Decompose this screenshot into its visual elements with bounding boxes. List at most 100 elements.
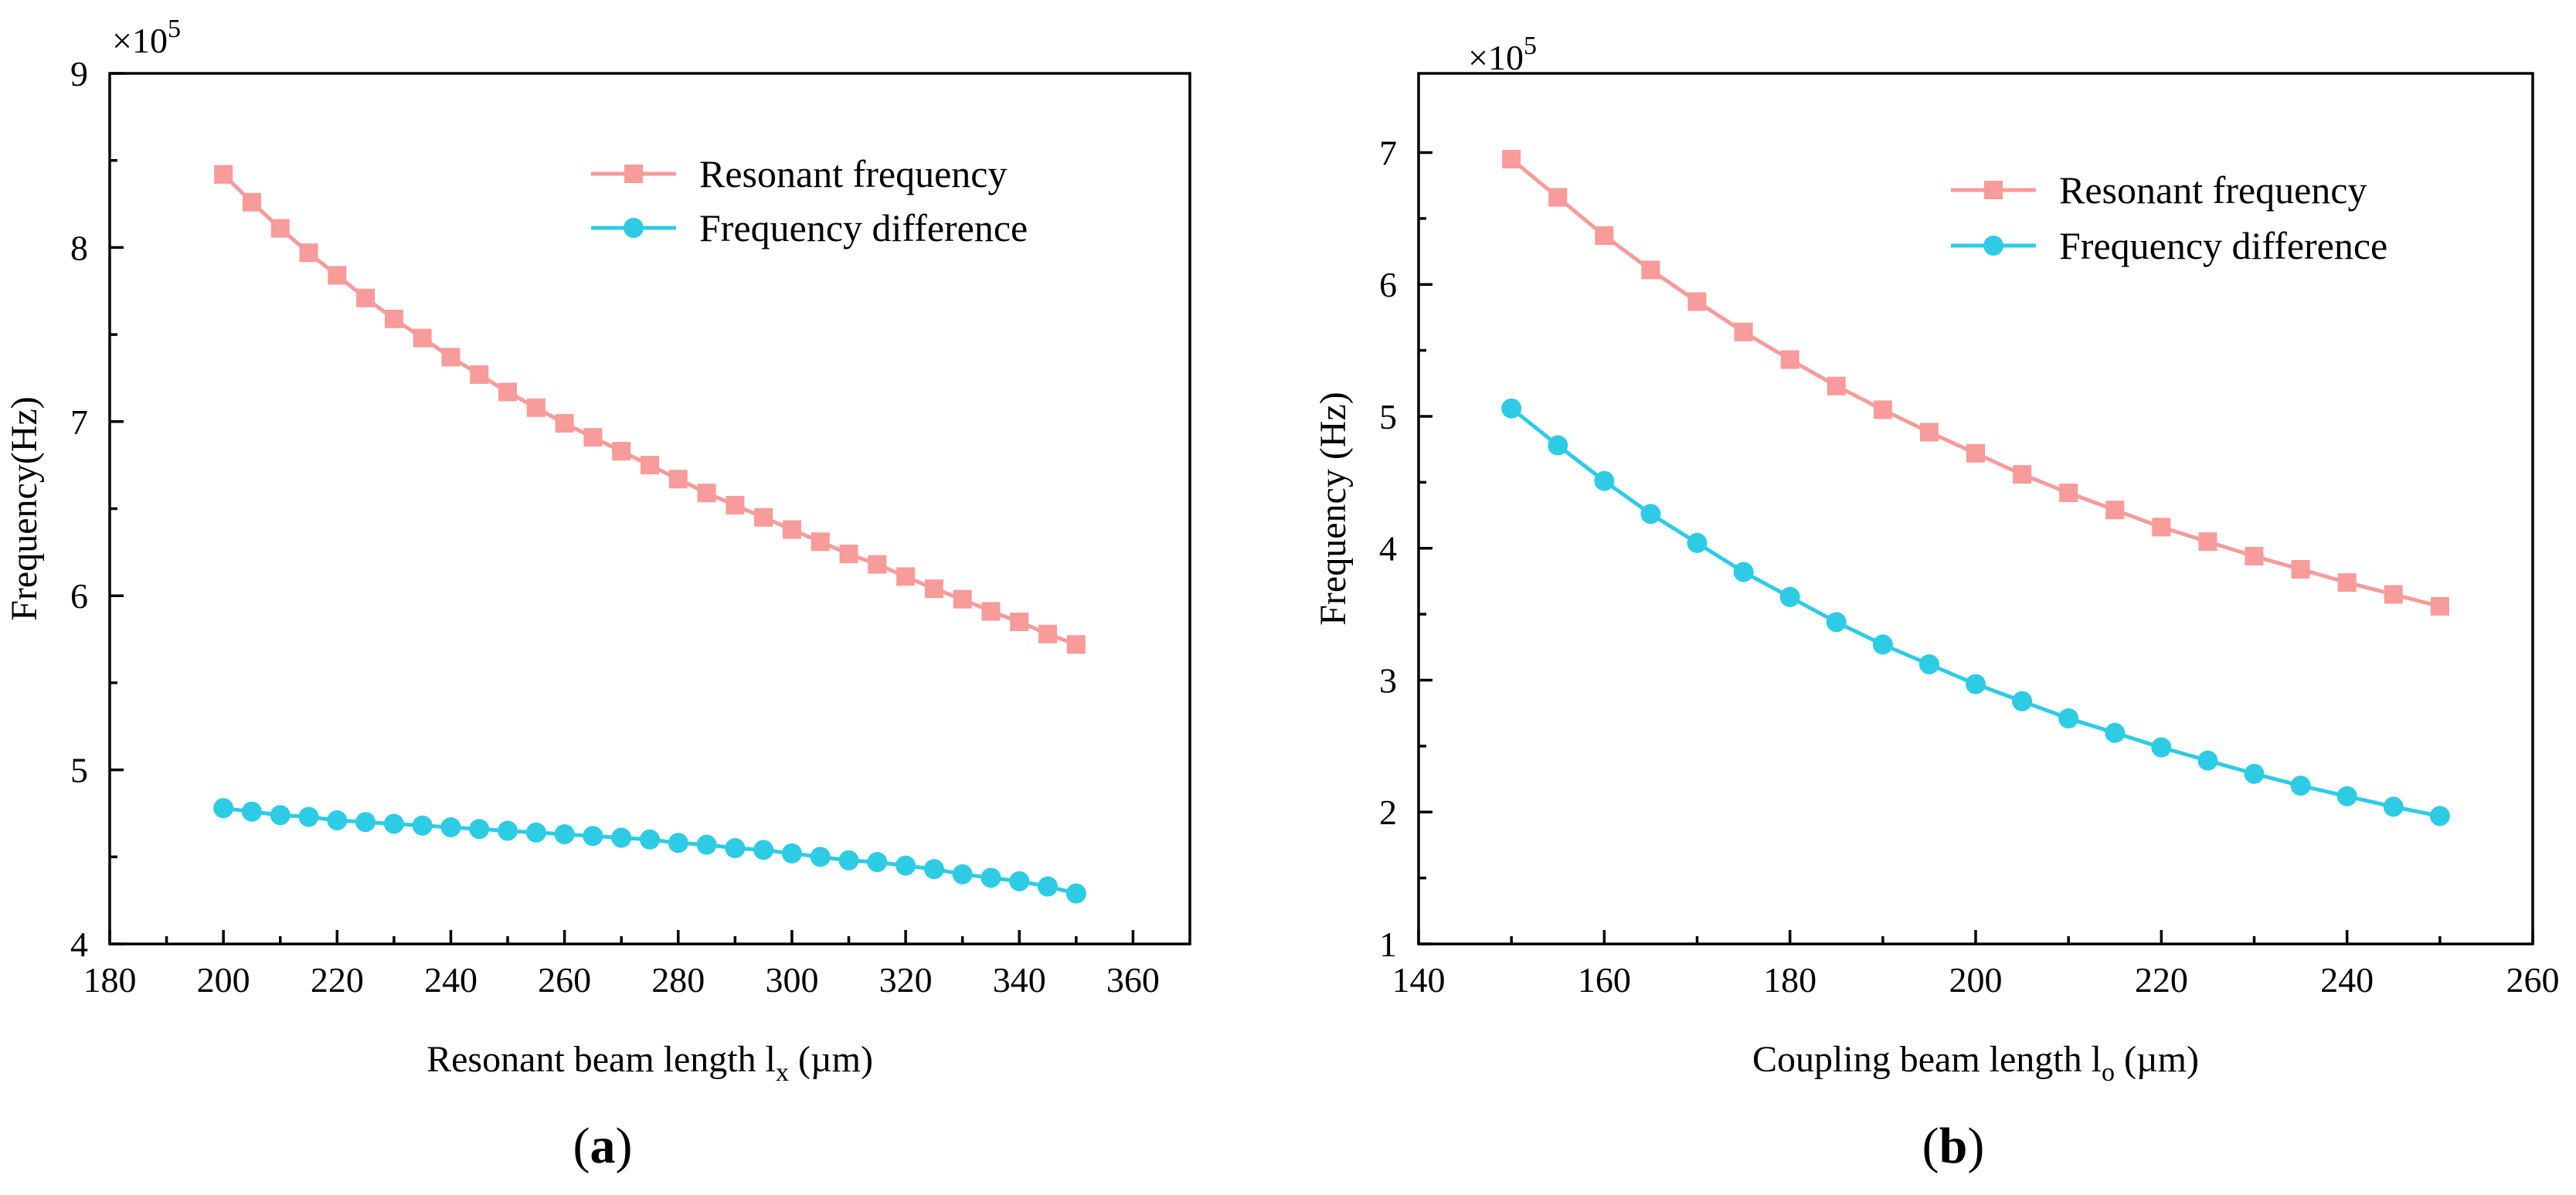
panel-a-x-tick-label: 180 bbox=[83, 960, 137, 1000]
panel-a-y-tick-label: 5 bbox=[70, 751, 88, 790]
panel-a-series-resonant-frequency-point bbox=[555, 414, 574, 433]
panel-b-series-frequency-difference-point bbox=[2105, 722, 2126, 743]
panel-a-series-resonant-frequency-point bbox=[868, 555, 887, 574]
panel-b-panel-label-open: ( bbox=[1922, 1118, 1939, 1174]
panel-b-x-axis-label: Coupling beam length lo (µm) bbox=[1752, 1039, 2199, 1087]
panel-b-x-tick-label: 160 bbox=[1578, 960, 1631, 1000]
panel-b-legend-label: Resonant frequency bbox=[2059, 168, 2367, 212]
panel-a-series-resonant-frequency-point bbox=[583, 428, 603, 447]
panel-a-series-resonant-frequency bbox=[214, 165, 1086, 654]
panel-b-legend-square-marker bbox=[1984, 181, 2003, 199]
panel-a-series-resonant-frequency-point bbox=[641, 456, 659, 475]
panel-b-series-resonant-frequency bbox=[1502, 149, 2449, 616]
panel-b-series-frequency-difference-line bbox=[1510, 406, 2441, 818]
panel-a-series-frequency-difference-point bbox=[298, 806, 319, 827]
panel-a-series-frequency-difference-point bbox=[725, 838, 746, 859]
panel-a-series-resonant-frequency-point bbox=[470, 365, 489, 384]
panel-a-series-frequency-difference-point bbox=[498, 820, 518, 841]
panel-b-series-resonant-frequency-point bbox=[2337, 573, 2357, 592]
panel-b-series-frequency-difference-point bbox=[2197, 750, 2218, 771]
panel-a-x-tick-label: 260 bbox=[538, 960, 591, 1000]
panel-a-x-axis-label: Resonant beam length lx (µm) bbox=[427, 1039, 873, 1087]
panel-a-series-resonant-frequency-point bbox=[242, 192, 261, 212]
panel-a-panel-label-letter: a bbox=[590, 1118, 616, 1174]
panel-a-series-resonant-frequency-point bbox=[839, 545, 858, 564]
panel-b-series-frequency-difference-point bbox=[1966, 674, 1986, 694]
panel-a-series-resonant-frequency-point bbox=[896, 567, 916, 586]
panel-a-x-tick-label: 320 bbox=[879, 960, 933, 1000]
panel-b-x-tick-label: 260 bbox=[2506, 960, 2560, 1000]
panel-b-x-axis-label-subscript: o bbox=[2102, 1058, 2115, 1087]
panel-a-y-tick-label: 9 bbox=[70, 54, 88, 93]
panel-a-series-frequency-difference-point bbox=[810, 847, 831, 867]
panel-a-series-resonant-frequency-point bbox=[924, 579, 943, 599]
panel-b-series-frequency-difference-point bbox=[1501, 398, 1522, 419]
panel-b-panel-label-close: ) bbox=[1967, 1118, 1984, 1174]
panel-a-y-multiplier-exponent: 5 bbox=[168, 15, 181, 43]
panel-b-y-tick-label: 1 bbox=[1379, 925, 1397, 964]
panel-a-series-frequency-difference-point bbox=[554, 823, 575, 844]
panel-a-x-tick-label: 360 bbox=[1106, 960, 1160, 1000]
panel-b-x-tick-label: 180 bbox=[1763, 960, 1816, 1000]
panel-b-x-axis-label-main: Coupling beam length l bbox=[1752, 1039, 2102, 1080]
panel-a-series-frequency-difference-point bbox=[640, 829, 660, 850]
panel-a-series-frequency-difference-point bbox=[895, 855, 916, 876]
panel-b-series-resonant-frequency-point bbox=[1548, 188, 1568, 207]
panel-b-y-tick-label: 5 bbox=[1379, 397, 1397, 436]
panel-b-series-resonant-frequency-point bbox=[2384, 585, 2403, 604]
panel-b-series-frequency-difference-point bbox=[2012, 691, 2033, 711]
panel-a-x-tick-label: 340 bbox=[993, 960, 1046, 1000]
panel-b-series-resonant-frequency-point bbox=[2198, 532, 2217, 552]
panel-a-series-resonant-frequency-point bbox=[811, 532, 830, 552]
panel-b-y-multiplier-exponent: 5 bbox=[1524, 32, 1537, 60]
panel-b-series-resonant-frequency-point bbox=[1595, 226, 1614, 246]
panel-a-series-resonant-frequency-point bbox=[498, 382, 518, 402]
panel-b-series-resonant-frequency-point bbox=[2152, 518, 2171, 537]
panel-a-series-frequency-difference-point bbox=[440, 816, 461, 837]
panel-b-series-frequency-difference-point bbox=[1733, 562, 1754, 582]
panel-b-series-frequency-difference-point bbox=[1872, 634, 1893, 655]
panel-b-series-frequency-difference-point bbox=[2336, 786, 2357, 806]
panel-b-y-multiplier: ×105 bbox=[1468, 32, 1537, 77]
panel-b-y-tick-label: 7 bbox=[1379, 133, 1397, 172]
panel-a-series-frequency-difference-point bbox=[1009, 871, 1030, 891]
panel-b-series-frequency-difference-point bbox=[1687, 532, 1708, 553]
panel-b-x-tick-label: 140 bbox=[1392, 960, 1446, 1000]
panel-b-series-resonant-frequency-point bbox=[1966, 443, 1985, 463]
panel-b-series-resonant-frequency-point bbox=[2430, 596, 2449, 616]
panel-a-series-frequency-difference-point bbox=[952, 864, 973, 884]
panel-a-series-frequency-difference-point bbox=[753, 840, 774, 861]
panel-a-series-frequency-difference-point bbox=[1038, 876, 1059, 897]
panel-a-series-frequency-difference-point bbox=[241, 801, 262, 822]
panel-b-legend-circle-marker bbox=[1983, 236, 2003, 256]
panel-b-x-axis-label-unit: (µm) bbox=[2115, 1039, 2199, 1080]
panel-a-series-resonant-frequency-point bbox=[299, 243, 318, 263]
panel-a-series-frequency-difference-point bbox=[327, 810, 348, 830]
panel-b-y-tick-label: 3 bbox=[1379, 660, 1397, 700]
panel-a-legend-circle-marker bbox=[624, 218, 644, 238]
panel-b-legend-entry: Resonant frequency bbox=[1951, 168, 2367, 212]
panel-b-series-resonant-frequency-point bbox=[1641, 260, 1660, 280]
panel-a-legend-label: Frequency difference bbox=[699, 206, 1028, 250]
panel-a-series-resonant-frequency-point bbox=[384, 309, 403, 328]
panel-a-series-resonant-frequency-point bbox=[953, 589, 972, 609]
panel-b-series-frequency-difference-point bbox=[1548, 435, 1568, 456]
panel-b-series-frequency-difference-point bbox=[1779, 586, 1800, 607]
panel-a-series-frequency-difference-point bbox=[213, 798, 234, 819]
panel-a-panel-label: (a) bbox=[573, 1118, 633, 1174]
panel-a-x-tick-label: 240 bbox=[424, 960, 477, 1000]
panel-b-series-frequency-difference-point bbox=[2058, 708, 2079, 729]
panel-a-x-tick-label: 280 bbox=[651, 960, 705, 1000]
panel-b-series-resonant-frequency-point bbox=[1687, 292, 1707, 311]
panel-b-series-frequency-difference-point bbox=[2151, 737, 2172, 758]
panel-a-x-tick-label: 200 bbox=[197, 960, 250, 1000]
panel-a-series-resonant-frequency-point bbox=[726, 495, 745, 514]
panel-a-series-frequency-difference-point bbox=[1065, 883, 1086, 904]
panel-b-series-frequency-difference-point bbox=[2290, 776, 2311, 796]
panel-a-y-tick-label: 6 bbox=[70, 576, 88, 616]
panel-a-series-resonant-frequency-point bbox=[1010, 613, 1029, 632]
panel-a-series-frequency-difference-point bbox=[355, 812, 376, 833]
panel-a-series-frequency-difference-point bbox=[270, 805, 291, 826]
panel-a-series-resonant-frequency-point bbox=[612, 442, 631, 461]
panel-a-legend-entry: Frequency difference bbox=[591, 206, 1028, 250]
